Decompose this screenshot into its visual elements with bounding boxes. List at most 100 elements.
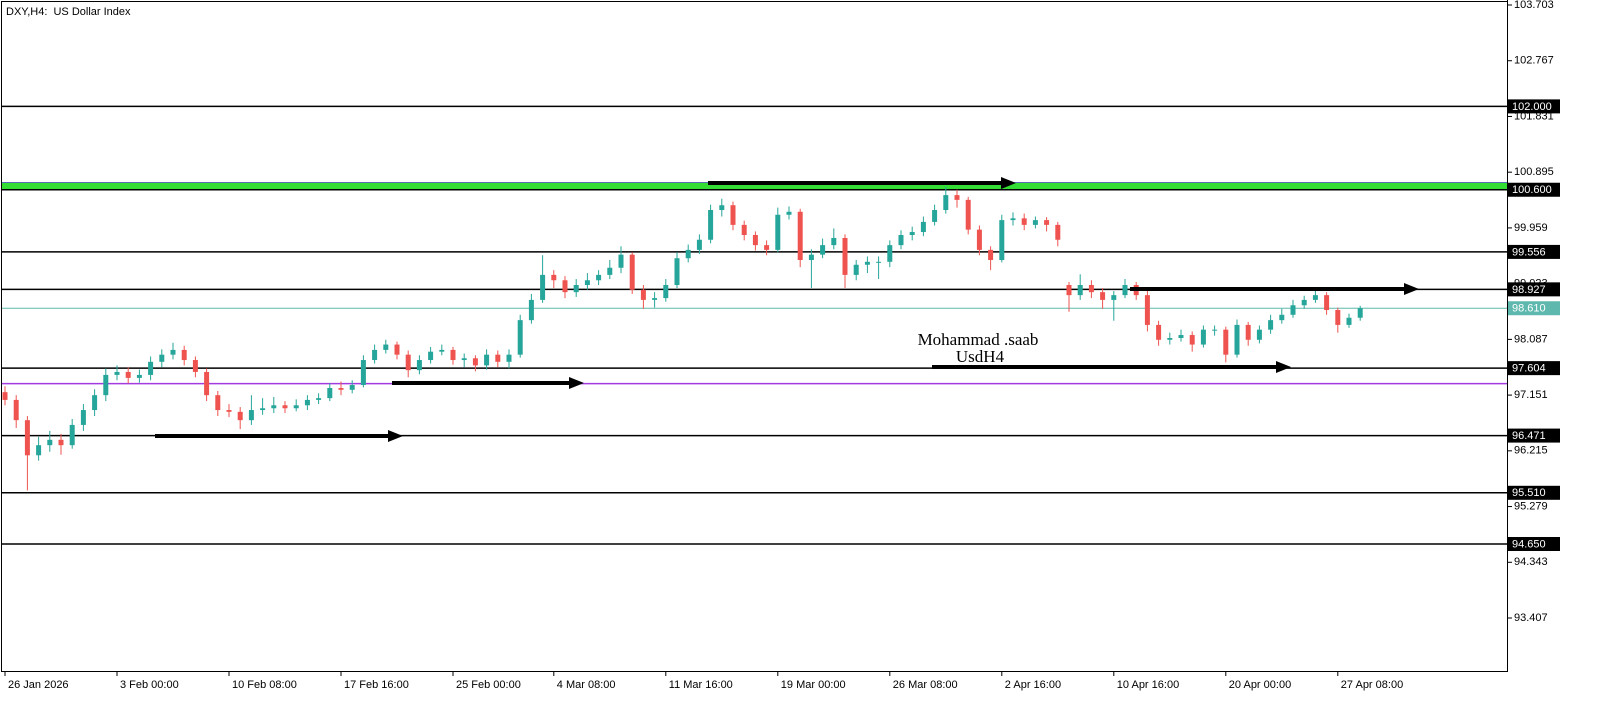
candle-body	[708, 209, 714, 240]
candle-body	[640, 289, 646, 300]
y-tick-label: 103.703	[1514, 0, 1554, 11]
candle-body	[24, 420, 30, 456]
candle-body	[192, 360, 198, 372]
candle-body	[80, 410, 86, 425]
candle-body	[293, 405, 299, 409]
candle-body	[943, 195, 949, 210]
x-tick-label: 20 Apr 00:00	[1229, 679, 1291, 691]
candle-body	[472, 358, 478, 366]
x-tick-label: 25 Feb 00:00	[456, 679, 521, 691]
candle-body	[1301, 299, 1307, 306]
levels	[2, 105, 1507, 545]
level-label: 96.471	[1512, 430, 1546, 442]
candle-body	[797, 211, 803, 261]
candle-body	[685, 249, 691, 259]
candle-body	[786, 211, 792, 215]
level-label-box	[1508, 244, 1560, 259]
candle-body	[988, 249, 994, 261]
y-tick-label: 102.767	[1514, 55, 1554, 67]
candle-body	[181, 349, 187, 361]
candle-body	[562, 280, 568, 293]
candle-body	[316, 398, 322, 400]
level-label: 98.610	[1512, 303, 1546, 315]
candle-body	[887, 245, 893, 262]
candle-body	[248, 410, 254, 421]
candle-body	[1167, 338, 1173, 340]
candle-body	[1055, 224, 1061, 240]
candle-body	[103, 374, 109, 396]
candle-body	[584, 280, 590, 286]
level-label: 95.510	[1512, 487, 1546, 499]
x-tick-label: 17 Feb 16:00	[344, 679, 409, 691]
level-label: 100.600	[1512, 184, 1552, 196]
candle-body	[1335, 310, 1341, 325]
candle-body	[1122, 285, 1128, 296]
y-tick-label: 94.343	[1514, 556, 1548, 568]
x-tick-label: 10 Apr 16:00	[1117, 679, 1179, 691]
candle-body	[215, 395, 221, 411]
candle-body	[674, 258, 680, 286]
arrows	[155, 177, 1419, 442]
candle-body	[327, 388, 333, 399]
candle-body	[349, 385, 355, 390]
candle-body	[618, 254, 624, 268]
candle-body	[808, 254, 814, 261]
x-tick-label: 2 Apr 16:00	[1005, 679, 1061, 691]
candle-body	[1346, 317, 1352, 325]
candle-body	[1156, 324, 1162, 340]
candle-body	[1100, 292, 1106, 300]
candle-body	[752, 234, 758, 246]
candle-body	[237, 411, 243, 421]
y-tick-label: 99.959	[1514, 222, 1548, 234]
level-label-box	[1508, 485, 1560, 500]
candle-body	[405, 354, 411, 371]
candle-body	[1312, 295, 1318, 300]
arrow-head	[569, 377, 584, 389]
y-tick-label: 98.087	[1514, 333, 1548, 345]
candle-body	[954, 195, 960, 200]
candle-body	[764, 245, 770, 250]
candle-body	[484, 354, 490, 366]
candle-body	[271, 405, 277, 409]
candle-body	[260, 408, 266, 411]
candle-body	[304, 399, 310, 406]
candle-body	[170, 349, 176, 355]
candle-body	[282, 405, 288, 409]
candle-body	[69, 424, 75, 446]
candle-body	[1144, 295, 1150, 325]
candle-body	[1245, 324, 1251, 340]
candle-body	[540, 274, 546, 300]
candle-body	[1044, 220, 1050, 225]
candle-body	[652, 298, 658, 300]
candle-body	[1021, 218, 1027, 225]
candle-body	[820, 245, 826, 255]
candle-body	[1200, 329, 1206, 345]
candle-body	[13, 399, 19, 421]
level-label: 97.604	[1512, 363, 1546, 375]
x-tick-label: 4 Mar 08:00	[557, 679, 616, 691]
candle-body	[1088, 285, 1094, 293]
candle-body	[976, 229, 982, 250]
candle-body	[92, 395, 98, 411]
plot-frame	[1, 1, 1508, 672]
candle-body	[1357, 308, 1363, 318]
candle-body	[416, 360, 422, 371]
candle-body	[999, 220, 1005, 261]
candle-body	[1111, 295, 1117, 300]
y-tick-label: 96.215	[1514, 445, 1548, 457]
candle-body	[1256, 329, 1262, 340]
level-label-box	[1508, 361, 1560, 376]
y-tick-label: 97.151	[1514, 389, 1548, 401]
candle-body	[495, 354, 501, 362]
candle-body	[741, 224, 747, 235]
candle-body	[1066, 285, 1072, 296]
candle-body	[204, 371, 210, 396]
candle-body	[719, 205, 725, 210]
level-label-box	[1508, 301, 1560, 316]
x-tick-label: 26 Jan 2026	[8, 679, 69, 691]
candle-body	[663, 285, 669, 299]
candle-body	[629, 254, 635, 290]
candle-body	[439, 349, 445, 352]
candle-body	[573, 285, 579, 293]
annotation: Mohammad .saab	[918, 330, 1039, 349]
